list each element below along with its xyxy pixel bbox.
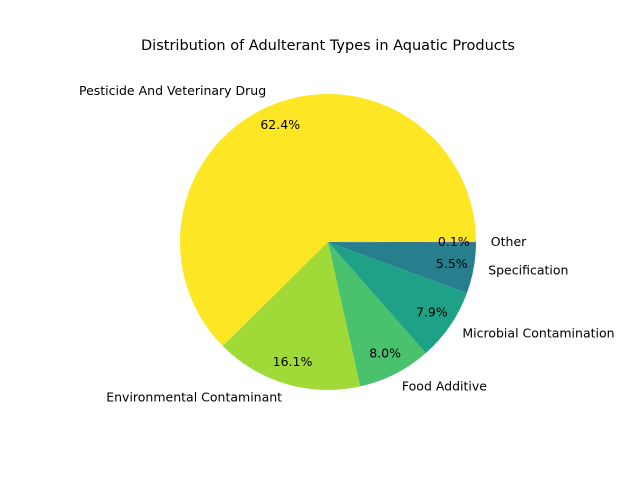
slice-percent-other: 0.1% — [438, 234, 470, 249]
pie-slice-specification — [328, 242, 476, 294]
pie-slice-microbial-contamination — [328, 242, 467, 354]
slice-label-other: Other — [491, 234, 527, 249]
slice-label-pesticide-and-veterinary-drug: Pesticide And Veterinary Drug — [79, 83, 266, 98]
chart-title: Distribution of Adulterant Types in Aqua… — [141, 38, 515, 54]
slice-percent-food-additive: 8.0% — [369, 346, 401, 361]
slice-label-specification: Specification — [488, 262, 568, 277]
pie-slice-other — [328, 242, 476, 243]
pie-slices — [180, 94, 476, 390]
slice-label-microbial-contamination: Microbial Contamination — [462, 325, 614, 340]
slice-percent-pesticide-and-veterinary-drug: 62.4% — [260, 117, 300, 132]
slice-label-environmental-contaminant: Environmental Contaminant — [106, 390, 282, 405]
slice-label-food-additive: Food Additive — [402, 379, 487, 394]
pie-slice-environmental-contaminant — [222, 242, 361, 390]
slice-percent-microbial-contamination: 7.9% — [416, 305, 448, 320]
pie-slice-food-additive — [328, 242, 426, 387]
pie-slice-pesticide-and-veterinary-drug — [180, 94, 476, 346]
slice-percent-specification: 5.5% — [436, 256, 468, 271]
pie-labels: Pesticide And Veterinary Drug 62.4% Enviro… — [79, 83, 615, 405]
slice-percent-environmental-contaminant: 16.1% — [273, 354, 313, 369]
